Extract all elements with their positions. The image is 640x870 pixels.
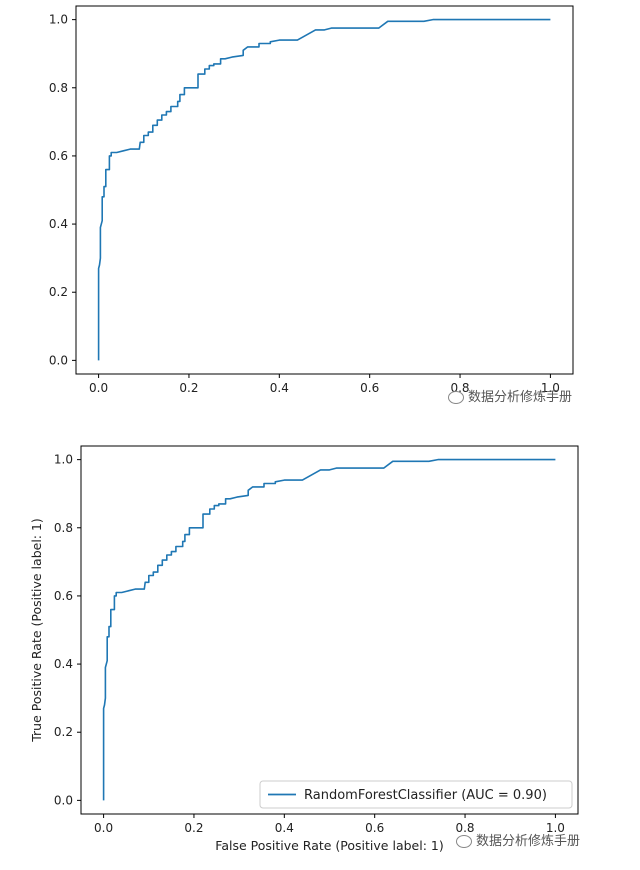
x-tick-label: 0.4 <box>270 381 289 395</box>
x-tick-label: 0.2 <box>184 821 203 835</box>
watermark-top: 数据分析修炼手册 <box>448 386 572 405</box>
y-tick-label: 0.0 <box>54 793 73 807</box>
y-tick-label: 0.4 <box>49 217 68 231</box>
x-tick-label: 0.2 <box>179 381 198 395</box>
roc-curve-line <box>97 18 551 361</box>
y-tick-label: 0.0 <box>49 353 68 367</box>
y-axis-label: True Positive Rate (Positive label: 1) <box>29 518 44 743</box>
y-tick-label: 0.6 <box>49 149 68 163</box>
legend: RandomForestClassifier (AUC = 0.90) <box>259 780 573 809</box>
y-tick-label: 0.8 <box>49 81 68 95</box>
wechat-icon <box>456 835 472 848</box>
x-tick-label: 1.0 <box>546 821 565 835</box>
legend-box <box>259 780 573 809</box>
plot-frame <box>75 5 574 375</box>
y-tick-label: 0.4 <box>54 657 73 671</box>
y-tick-label: 0.8 <box>54 521 73 535</box>
watermark-text: 数据分析修炼手册 <box>476 834 581 849</box>
y-tick-label: 0.2 <box>54 725 73 739</box>
x-tick-label: 0.6 <box>365 821 384 835</box>
x-tick-label: 0.0 <box>89 381 108 395</box>
x-tick-label: 0.8 <box>455 821 474 835</box>
roc-curve-line <box>102 458 556 801</box>
x-tick-label: 1.0 <box>541 381 560 395</box>
roc-chart-top: 0.0 0.2 0.4 0.6 0.8 1.00.00.20.40.60.81.0 <box>49 5 574 395</box>
y-tick-label: 0.6 <box>54 589 73 603</box>
roc-chart-bottom: 0.0 0.2 0.4 0.6 0.8 1.0 0.0 0.2 0.4 0.6 0.8 1.0 Fals… <box>29 445 579 853</box>
x-tick-label: 0.6 <box>360 381 379 395</box>
y-tick-label: 0.2 <box>49 285 68 299</box>
x-tick-label: 0.0 <box>94 821 113 835</box>
y-tick-label: 1.0 <box>49 13 68 27</box>
x-axis-label: False Positive Rate (Positive label: 1) <box>215 838 443 853</box>
watermark-text: 数据分析修炼手册 <box>468 390 573 405</box>
x-tick-label: 0.4 <box>275 821 294 835</box>
y-tick-label: 1.0 <box>54 453 73 467</box>
watermark-bottom: 数据分析修炼手册 <box>456 830 580 849</box>
wechat-icon <box>448 391 464 404</box>
legend-entry: RandomForestClassifier (AUC = 0.90) <box>304 788 547 803</box>
plot-frame <box>80 445 579 815</box>
